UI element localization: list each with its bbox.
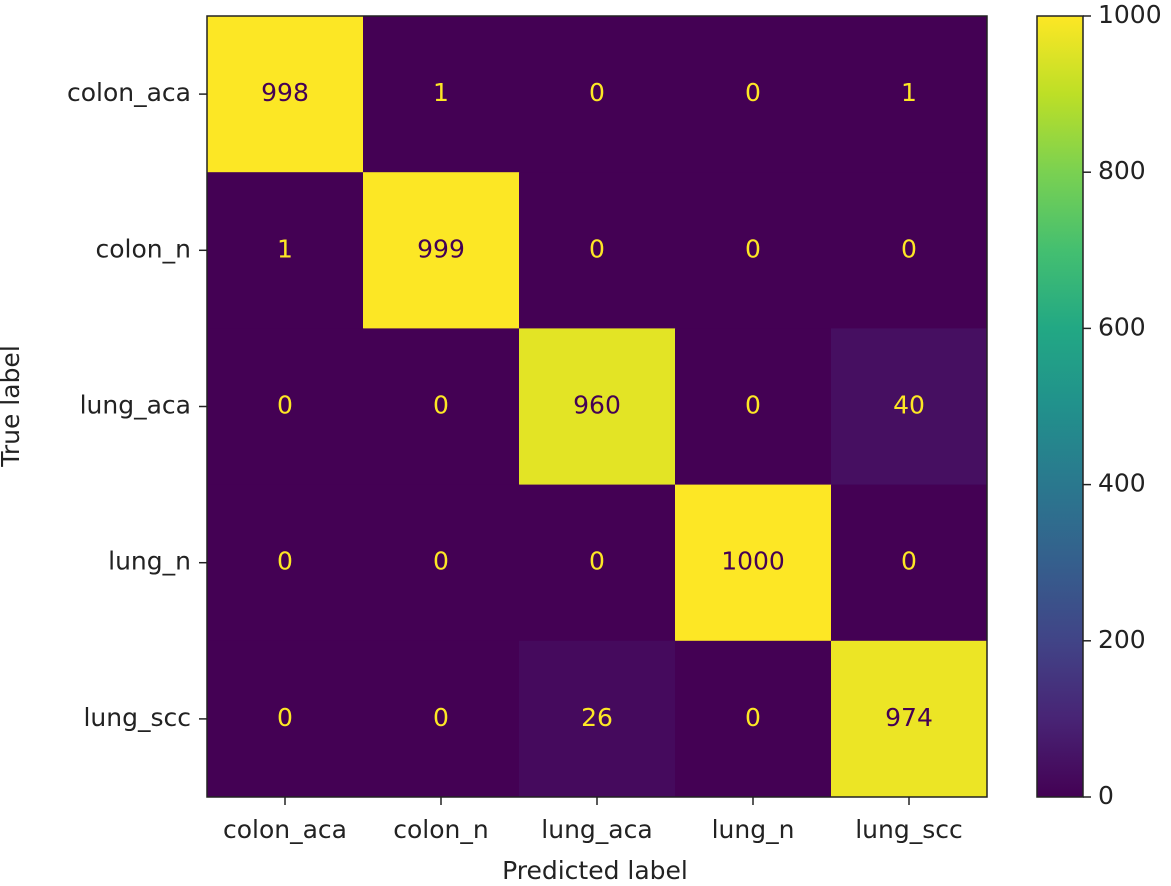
y-axis-label: True label xyxy=(0,345,25,468)
cell xyxy=(519,16,676,173)
y-tick-label: lung_aca xyxy=(80,391,191,420)
cell xyxy=(831,640,988,798)
x-tick-label: lung_scc xyxy=(855,815,963,844)
cell-label: 0 xyxy=(277,703,293,732)
cell-label: 960 xyxy=(573,391,621,420)
cell-label: 0 xyxy=(589,547,605,576)
cell-label: 0 xyxy=(277,391,293,420)
cell xyxy=(207,484,364,642)
cell xyxy=(831,484,988,642)
cell xyxy=(363,172,520,329)
cell xyxy=(675,484,832,642)
cell xyxy=(519,172,676,329)
colorbar-tick-label: 200 xyxy=(1098,625,1146,654)
x-tick-label: colon_n xyxy=(393,815,488,844)
colorbar-tick-label: 0 xyxy=(1098,781,1114,810)
cell xyxy=(519,328,676,486)
colorbar-tick-label: 1000 xyxy=(1098,0,1162,29)
cell xyxy=(207,328,364,486)
y-tick-label: lung_scc xyxy=(83,703,191,732)
cell xyxy=(363,484,520,642)
cell-label: 0 xyxy=(901,547,917,576)
cell-label: 1000 xyxy=(721,547,785,576)
cell-label: 0 xyxy=(901,234,917,263)
x-tick-label: lung_aca xyxy=(541,815,652,844)
cell xyxy=(675,16,832,173)
cell xyxy=(207,172,364,329)
cell-label: 1 xyxy=(433,78,449,107)
cell-label: 0 xyxy=(745,78,761,107)
colorbar-tick-label: 800 xyxy=(1098,156,1146,185)
cell-label: 0 xyxy=(745,234,761,263)
cell-label: 974 xyxy=(885,703,933,732)
cell-label: 998 xyxy=(261,78,309,107)
colorbar xyxy=(1036,15,1084,798)
cell-label: 999 xyxy=(417,234,465,263)
cell xyxy=(831,328,988,486)
x-tick-label: colon_aca xyxy=(223,815,347,844)
cell-label: 1 xyxy=(901,78,917,107)
cell xyxy=(519,640,676,798)
cell-label: 40 xyxy=(893,391,925,420)
cell-label: 0 xyxy=(745,391,761,420)
y-tick-label: colon_aca xyxy=(67,78,191,107)
cell xyxy=(207,640,364,798)
cell-label: 1 xyxy=(277,234,293,263)
cell-label: 0 xyxy=(433,703,449,732)
cell xyxy=(363,16,520,173)
cell xyxy=(675,640,832,798)
cell-label: 0 xyxy=(433,391,449,420)
cell-label: 0 xyxy=(589,78,605,107)
cell xyxy=(831,16,988,173)
x-tick-label: lung_n xyxy=(712,815,795,844)
cell xyxy=(363,328,520,486)
cell-label: 0 xyxy=(277,547,293,576)
cell xyxy=(675,328,832,486)
y-tick-label: colon_n xyxy=(96,234,191,263)
colorbar-tick-label: 400 xyxy=(1098,469,1146,498)
x-axis-label: Predicted label xyxy=(502,856,688,885)
cell xyxy=(831,172,988,329)
colorbar-tick-label: 600 xyxy=(1098,312,1146,341)
cell xyxy=(363,640,520,798)
cell-label: 26 xyxy=(581,703,613,732)
cell xyxy=(519,484,676,642)
y-tick-label: lung_n xyxy=(108,547,191,576)
cell xyxy=(675,172,832,329)
cell xyxy=(207,16,364,173)
cell-label: 0 xyxy=(745,703,761,732)
cell-label: 0 xyxy=(589,234,605,263)
cell-label: 0 xyxy=(433,547,449,576)
